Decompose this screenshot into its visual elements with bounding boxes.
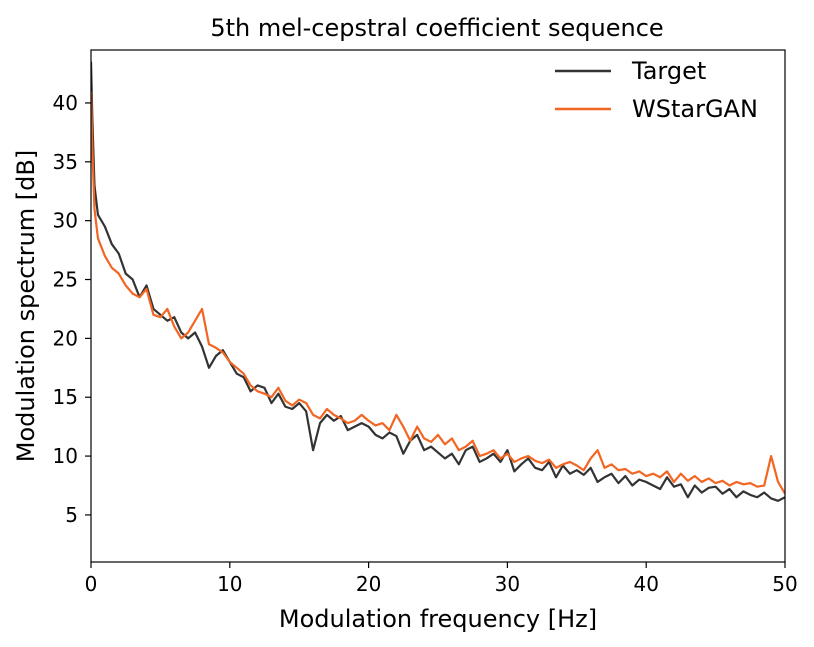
y-tick-label: 35 xyxy=(53,150,78,174)
y-tick-label: 40 xyxy=(53,91,78,115)
legend: Target WStarGAN xyxy=(555,57,758,123)
chart-title: 5th mel-cepstral coefficient sequence xyxy=(210,14,663,42)
x-axis: 0 10 20 30 40 50 xyxy=(85,562,798,596)
y-tick-label: 25 xyxy=(53,268,78,292)
y-tick-label: 30 xyxy=(53,209,78,233)
x-tick-label: 0 xyxy=(85,572,98,596)
x-tick-label: 30 xyxy=(495,572,520,596)
x-tick-label: 50 xyxy=(772,572,797,596)
y-axis: 5 10 15 20 25 30 35 40 xyxy=(53,91,91,527)
y-tick-label: 15 xyxy=(53,385,78,409)
x-tick-label: 10 xyxy=(217,572,242,596)
series-line-target xyxy=(91,61,785,502)
y-tick-label: 20 xyxy=(53,326,78,350)
x-axis-label: Modulation frequency [Hz] xyxy=(279,605,597,633)
legend-label-target: Target xyxy=(631,57,706,85)
plot-area xyxy=(91,61,785,502)
plot-frame xyxy=(90,49,786,563)
series-line-wstargan xyxy=(91,91,785,495)
x-tick-label: 20 xyxy=(356,572,381,596)
y-tick-label: 5 xyxy=(65,503,78,527)
y-axis-label: Modulation spectrum [dB] xyxy=(12,150,40,462)
legend-label-wstargan: WStarGAN xyxy=(632,95,758,123)
y-tick-label: 10 xyxy=(53,444,78,468)
x-tick-label: 40 xyxy=(633,572,658,596)
